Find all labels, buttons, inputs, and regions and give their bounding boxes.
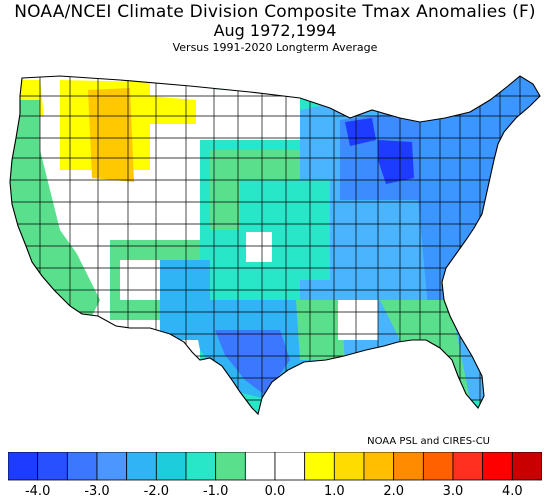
colorbar-swatch: [185, 452, 217, 481]
map-subtitle-period: Aug 1972,1994: [213, 21, 337, 40]
colorbar-swatch: [422, 452, 454, 481]
colorbar-tick-label: -4.0: [24, 484, 51, 499]
colorbar-tick-label: -1.0: [202, 484, 229, 499]
colorbar-tick-label: 4.0: [501, 484, 523, 499]
colorbar-swatch: [215, 452, 246, 481]
colorbar-swatch: [66, 452, 98, 481]
colorbar-swatch: [482, 452, 513, 481]
colorbar-swatch: [37, 452, 68, 481]
colorbar-swatch: [393, 452, 424, 481]
colorbar-tick-label: 2.0: [383, 484, 404, 499]
colorbar-swatch: [452, 452, 484, 481]
colorbar-swatch: [511, 452, 542, 481]
colorbar-swatch: [363, 452, 395, 481]
colorbar-tick-label: -2.0: [143, 484, 170, 499]
colorbar-swatch: [126, 452, 157, 481]
colorbar: [8, 452, 542, 481]
colorbar-tick-label: 1.0: [323, 484, 345, 499]
colorbar-swatch: [155, 452, 187, 481]
anomaly-regions: [10, 76, 540, 414]
colorbar-tick-label: 0.0: [264, 484, 286, 499]
credit-label: NOAA PSL and CIRES-CU: [367, 436, 490, 447]
colorbar-swatch: [96, 452, 128, 481]
us-climate-division-map: [9, 75, 541, 415]
colorbar-swatch: [304, 452, 335, 481]
map-title: NOAA/NCEI Climate Division Composite Tma…: [14, 2, 536, 22]
map-subtitle-baseline: Versus 1991-2020 Longterm Average: [172, 41, 378, 54]
colorbar-tick-label: -3.0: [84, 484, 110, 499]
colorbar-swatch: [274, 452, 306, 481]
colorbar-swatch: [244, 452, 276, 481]
colorbar-swatch: [333, 452, 365, 481]
colorbar-tick-label: 3.0: [442, 484, 464, 499]
colorbar-swatch: [8, 452, 39, 481]
